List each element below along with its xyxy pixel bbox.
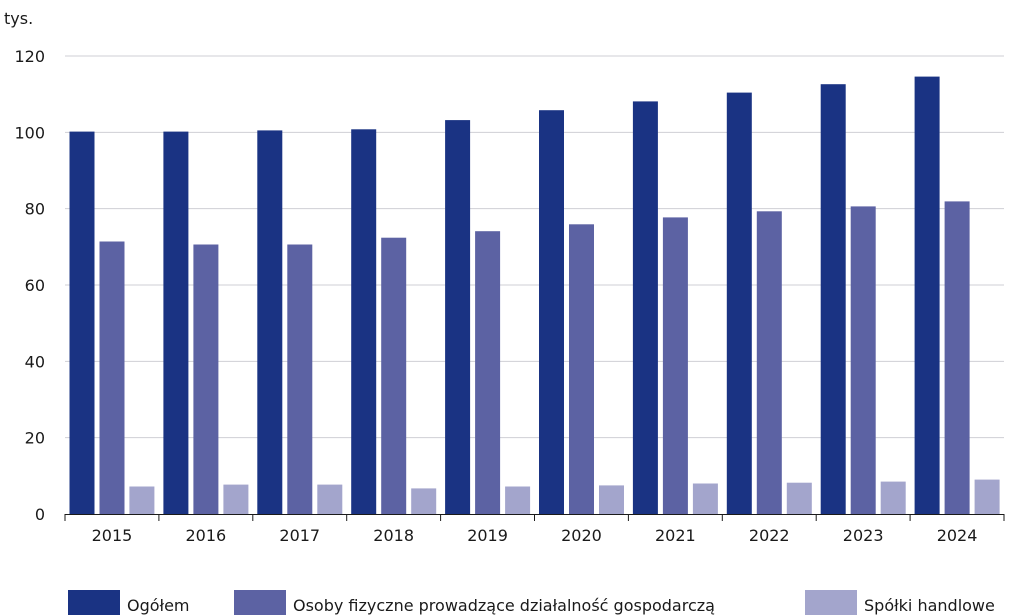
bar (756, 211, 782, 515)
bar (163, 131, 189, 514)
y-unit-label: tys. (4, 9, 33, 28)
x-tick-label: 2022 (749, 526, 790, 545)
bar (599, 485, 624, 514)
bar (505, 486, 531, 514)
bar (317, 484, 343, 514)
x-tick-label: 2018 (373, 526, 414, 545)
x-tick-label: 2020 (561, 526, 602, 545)
bar (69, 131, 95, 514)
bar (411, 488, 437, 514)
bar (662, 217, 688, 514)
bar (381, 237, 407, 514)
y-axis-ticks: 0 20 40 60 80 100 120 (14, 47, 45, 524)
bar (257, 130, 283, 514)
bar (193, 244, 219, 514)
y-tick-label: 60 (25, 276, 45, 295)
x-tick-label: 2021 (655, 526, 696, 545)
bar (726, 92, 752, 514)
y-tick-label: 0 (35, 505, 45, 524)
bar (539, 110, 564, 514)
bar (786, 482, 812, 514)
legend-item-spolki-handlowe: Spółki handlowe (805, 590, 995, 615)
bar (569, 224, 594, 515)
bar (99, 241, 125, 514)
y-tick-label: 80 (25, 200, 45, 219)
bar (880, 481, 906, 514)
bars (69, 76, 1000, 515)
legend-swatch-osoby-fizyczne (234, 590, 286, 615)
bar (850, 206, 876, 514)
bar (475, 231, 501, 514)
bar (944, 201, 970, 514)
bar (445, 120, 471, 514)
legend-label-ogolem: Ogółem (127, 596, 190, 615)
legend-item-osoby-fizyczne: Osoby fizyczne prowadzące działalność go… (234, 590, 715, 615)
x-tick-label: 2017 (279, 526, 320, 545)
bar (974, 479, 1000, 514)
bar (223, 484, 249, 514)
bar (129, 486, 155, 514)
bar (692, 483, 718, 514)
bar (287, 244, 313, 514)
y-tick-label: 40 (25, 352, 45, 371)
gridlines (65, 55, 1004, 439)
y-tick-label: 120 (14, 47, 45, 66)
bar (914, 76, 940, 514)
legend: Ogółem Osoby fizyczne prowadzące działal… (0, 590, 1010, 615)
x-tick-label: 2023 (843, 526, 884, 545)
x-tick-label: 2019 (467, 526, 508, 545)
legend-swatch-ogolem (68, 590, 120, 615)
x-tick-label: 2015 (92, 526, 133, 545)
bar (820, 84, 846, 514)
y-tick-label: 100 (14, 123, 45, 142)
x-tick-label: 2024 (937, 526, 978, 545)
y-tick-label: 20 (25, 429, 45, 448)
bar (632, 101, 658, 515)
legend-swatch-spolki-handlowe (805, 590, 857, 615)
x-axis: 2015 2016 2017 2018 2019 2020 2021 2022 2023 2024 (64, 514, 1005, 545)
legend-label-spolki-handlowe: Spółki handlowe (864, 596, 995, 615)
legend-label-osoby-fizyczne: Osoby fizyczne prowadzące działalność go… (293, 596, 715, 615)
bar (351, 129, 377, 515)
x-tick-label: 2016 (185, 526, 226, 545)
legend-item-ogolem: Ogółem (68, 590, 190, 615)
